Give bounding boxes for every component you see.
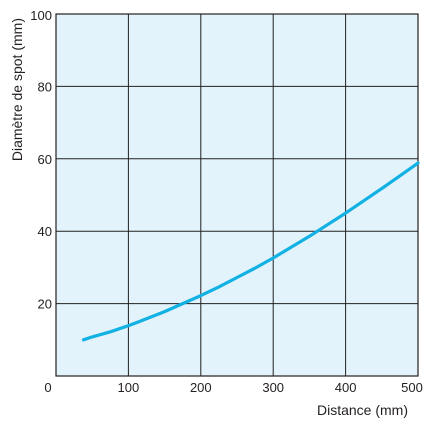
- x-axis-ticks: 0 100 200 300 400 500: [44, 380, 422, 395]
- x-tick-label-300: 300: [262, 380, 284, 395]
- y-tick-label-80: 80: [38, 79, 52, 94]
- x-axis-title: Distance (mm): [317, 402, 408, 418]
- x-tick-label-500: 500: [401, 380, 423, 395]
- x-tick-label-100: 100: [118, 380, 140, 395]
- y-tick-label-40: 40: [38, 224, 52, 239]
- y-tick-label-100: 100: [30, 8, 52, 23]
- y-tick-label-60: 60: [38, 152, 52, 167]
- x-tick-label-0: 0: [44, 380, 51, 395]
- x-tick-label-200: 200: [190, 380, 212, 395]
- grid-lines: [56, 14, 418, 376]
- y-tick-label-20: 20: [38, 297, 52, 312]
- plot-frame: [55, 13, 419, 377]
- series-line: [81, 161, 420, 342]
- y-axis-ticks: 20 40 60 80 100: [30, 8, 52, 312]
- plot-background: [56, 14, 418, 376]
- y-axis-title: Diamètre de spot (mm): [9, 18, 25, 161]
- x-tick-label-400: 400: [335, 380, 357, 395]
